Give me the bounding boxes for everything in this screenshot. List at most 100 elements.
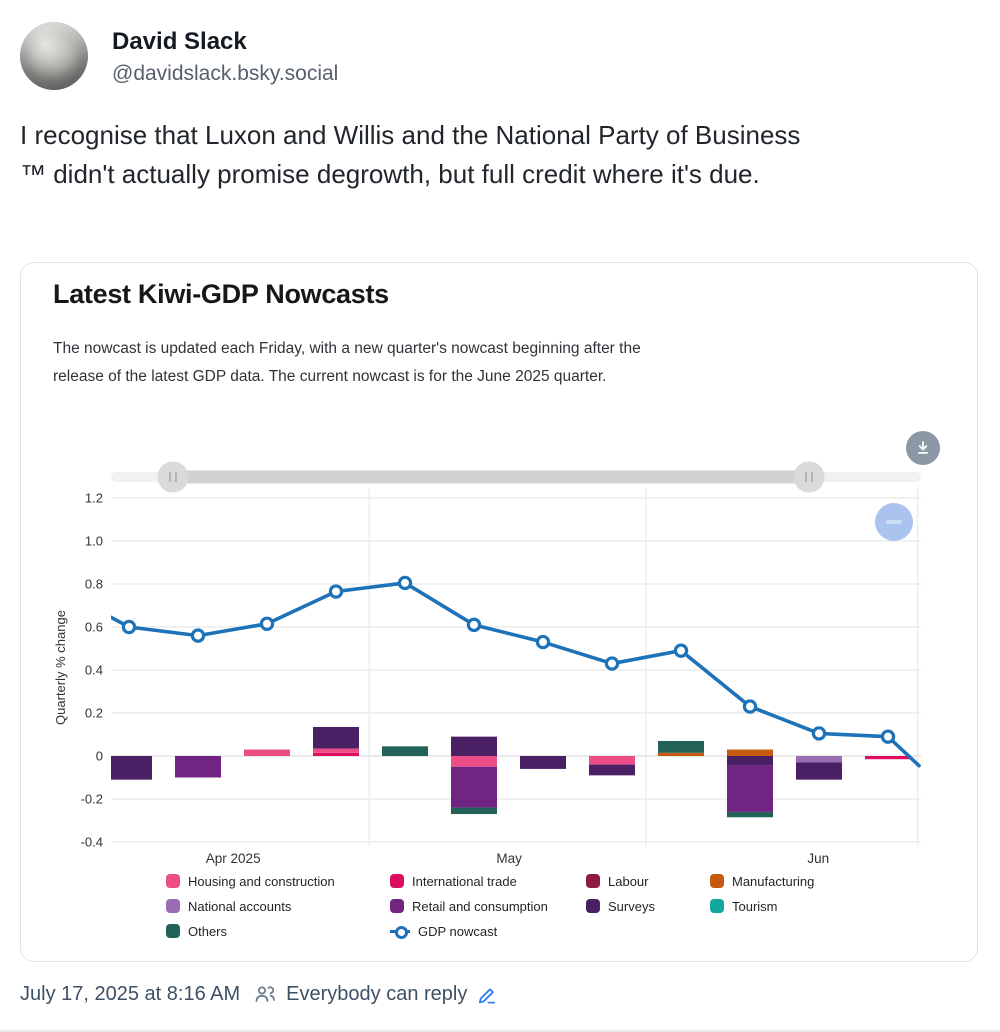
legend-item[interactable]: Surveys — [586, 898, 710, 914]
bar-segment-others[interactable] — [382, 746, 428, 756]
svg-text:Apr 2025: Apr 2025 — [206, 851, 261, 866]
nowcast-marker[interactable] — [604, 656, 620, 671]
legend-swatch-labour — [586, 874, 600, 888]
nowcast-chart[interactable]: 1.2 1.0 0.8 0.6 0.4 0.2 0 -0.2 -0.4 Quarterly % c… — [21, 263, 979, 963]
nowcast-marker[interactable] — [880, 729, 896, 744]
bar-segment-surveys[interactable] — [520, 756, 566, 769]
author-handle[interactable]: @davidslack.bsky.social — [112, 62, 339, 85]
legend-label: International trade — [412, 873, 517, 889]
nowcast-marker[interactable] — [190, 628, 206, 643]
slider-handle-left[interactable] — [157, 461, 189, 493]
bar-segment-manufacturing[interactable] — [658, 752, 704, 756]
legend-label: Housing and construction — [188, 873, 335, 889]
legend-label: Others — [188, 923, 228, 939]
legend-item[interactable]: Others — [166, 923, 390, 939]
nowcast-line-swatch — [390, 924, 410, 939]
chart-title: Latest Kiwi-GDP Nowcasts — [53, 279, 389, 309]
y-axis-title: Quarterly % change — [53, 610, 68, 725]
svg-text:0.2: 0.2 — [85, 706, 103, 721]
svg-text:0.8: 0.8 — [85, 577, 103, 592]
svg-text:0: 0 — [96, 749, 103, 764]
legend-item[interactable]: National accounts — [166, 898, 390, 914]
svg-text:-0.2: -0.2 — [81, 792, 103, 807]
post-footer: July 17, 2025 at 8:16 AM Everybody can r… — [20, 982, 499, 1006]
people-icon — [255, 986, 276, 1002]
bar-segment-others[interactable] — [727, 811, 773, 818]
legend-label: Labour — [608, 873, 649, 889]
bar-segment-surveys[interactable] — [451, 736, 497, 756]
legend-item[interactable]: Housing and construction — [166, 873, 390, 889]
post-text: I recognise that Luxon and Willis and th… — [20, 120, 801, 189]
chart-description: The nowcast is updated each Friday, with… — [53, 340, 641, 385]
legend-swatch-surveys — [586, 899, 600, 913]
nowcast-marker[interactable] — [121, 619, 137, 635]
svg-text:-0.4: -0.4 — [81, 835, 103, 850]
bar-segment-international_trade[interactable] — [865, 756, 911, 760]
bottom-divider — [0, 1030, 1000, 1032]
bar-segment-housing_and_construction[interactable] — [451, 756, 497, 767]
bar-segment-surveys[interactable] — [589, 764, 635, 776]
bar-segment-surveys[interactable] — [106, 756, 152, 780]
legend-swatch-retail_and_consumption — [390, 899, 404, 913]
bar-segment-retail_and_consumption[interactable] — [727, 765, 773, 812]
timestamp[interactable]: July 17, 2025 at 8:16 AM — [20, 982, 241, 1005]
download-button[interactable] — [906, 431, 940, 465]
legend-item[interactable]: Labour — [586, 873, 710, 889]
pencil-icon[interactable] — [476, 983, 499, 1006]
bar-segment-national_accounts[interactable] — [796, 756, 842, 763]
bar-segment-housing_and_construction[interactable] — [313, 748, 359, 753]
svg-text:0.6: 0.6 — [85, 620, 103, 635]
legend-swatch-others — [166, 924, 180, 938]
bars — [106, 726, 911, 818]
nowcast-marker[interactable] — [811, 726, 827, 741]
legend-swatch-manufacturing — [710, 874, 724, 888]
gridlines — [111, 489, 921, 846]
legend-label: Manufacturing — [732, 873, 815, 889]
bar-segment-retail_and_consumption[interactable] — [451, 766, 497, 808]
legend-swatch-tourism — [710, 899, 724, 913]
legend-item[interactable]: Manufacturing — [710, 873, 814, 889]
legend-item[interactable]: GDP nowcast — [390, 923, 586, 939]
bar-segment-manufacturing[interactable] — [727, 749, 773, 756]
bar-segment-surveys[interactable] — [796, 762, 842, 780]
bar-segment-others[interactable] — [451, 807, 497, 815]
chart-legend: Housing and construction International tr… — [166, 873, 814, 939]
gdp-nowcast-line[interactable] — [111, 575, 921, 768]
nowcast-marker[interactable] — [673, 643, 689, 658]
nowcast-marker[interactable] — [742, 699, 758, 714]
bar-segment-retail_and_consumption[interactable] — [175, 756, 221, 778]
legend-item[interactable]: International trade — [390, 873, 586, 889]
avatar[interactable] — [20, 22, 88, 90]
range-slider[interactable] — [111, 461, 921, 493]
legend-label: Tourism — [732, 898, 778, 914]
x-axis: Apr 2025 May Jun — [206, 851, 829, 866]
bar-segment-housing_and_construction[interactable] — [244, 749, 290, 756]
bar-segment-others[interactable] — [658, 740, 704, 753]
author-name[interactable]: David Slack — [112, 28, 247, 55]
bar-segment-surveys[interactable] — [727, 756, 773, 766]
bar-segment-surveys[interactable] — [313, 726, 359, 749]
svg-text:0.4: 0.4 — [85, 663, 103, 678]
svg-text:Jun: Jun — [807, 851, 829, 866]
zoom-out-button[interactable] — [875, 503, 913, 541]
nowcast-marker[interactable] — [328, 584, 344, 599]
legend-swatch-international_trade — [390, 874, 404, 888]
nowcast-marker[interactable] — [466, 617, 482, 633]
legend-swatch-housing_and_construction — [166, 874, 180, 888]
legend-item[interactable]: Retail and consumption — [390, 898, 586, 914]
nowcast-marker[interactable] — [397, 575, 413, 591]
svg-text:1.2: 1.2 — [85, 491, 103, 506]
slider-handle-right[interactable] — [793, 461, 825, 493]
y-axis: 1.2 1.0 0.8 0.6 0.4 0.2 0 -0.2 -0.4 Quarterly % c… — [53, 491, 103, 850]
bar-segment-international_trade[interactable] — [313, 752, 359, 756]
svg-text:May: May — [496, 851, 522, 866]
legend-label: Surveys — [608, 898, 655, 914]
nowcast-marker[interactable] — [535, 634, 551, 650]
download-icon — [917, 441, 929, 454]
embed-card[interactable]: Latest Kiwi-GDP Nowcasts The nowcast is … — [20, 262, 978, 962]
legend-item[interactable]: Tourism — [710, 898, 814, 914]
reply-permission[interactable]: Everybody can reply — [286, 982, 468, 1005]
bar-segment-housing_and_construction[interactable] — [589, 756, 635, 765]
nowcast-marker[interactable] — [259, 616, 275, 631]
slider-selected-range[interactable] — [172, 470, 809, 484]
